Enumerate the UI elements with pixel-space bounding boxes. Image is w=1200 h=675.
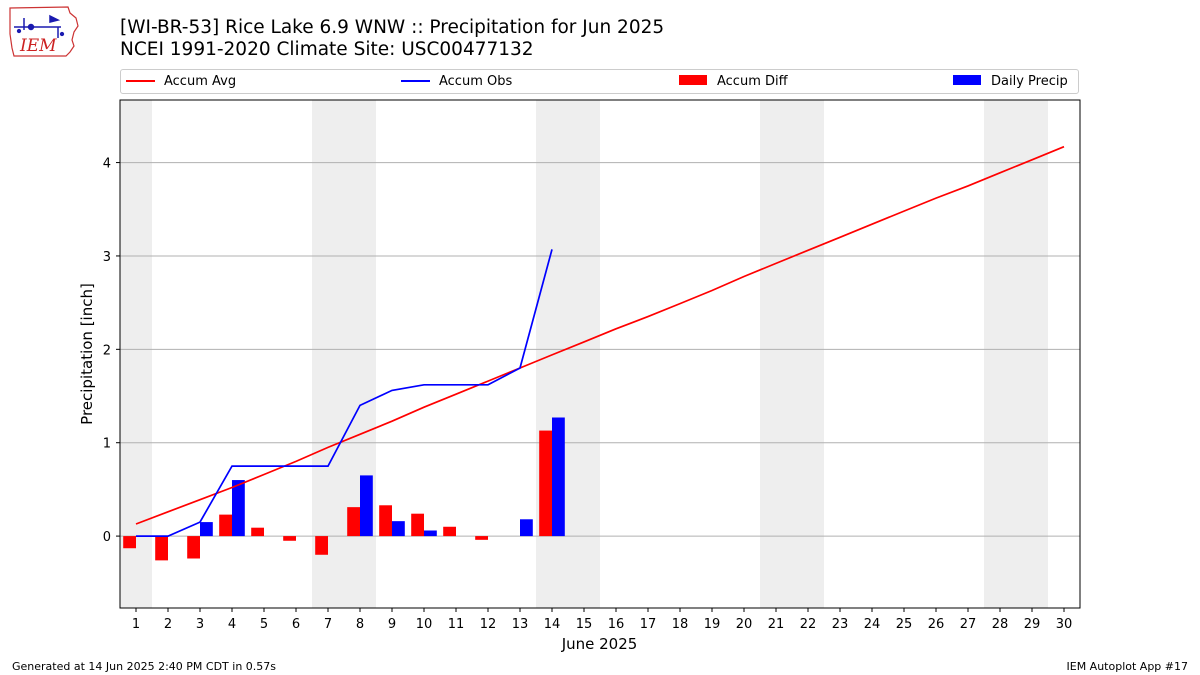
weekend-band xyxy=(312,100,344,608)
x-tick-label: 7 xyxy=(324,617,332,632)
legend-swatch-accum-diff xyxy=(679,75,707,85)
generated-timestamp: Generated at 14 Jun 2025 2:40 PM CDT in … xyxy=(12,660,277,673)
x-tick-label: 20 xyxy=(736,617,753,632)
iem-logo[interactable]: IEM xyxy=(6,4,82,60)
accum-diff-bar xyxy=(251,527,264,537)
x-tick-label: 12 xyxy=(480,617,497,632)
x-tick-label: 18 xyxy=(672,617,689,632)
x-axis-label: June 2025 xyxy=(561,635,638,653)
weekend-band xyxy=(1016,100,1048,608)
x-tick-label: 27 xyxy=(960,617,977,632)
x-tick-label: 2 xyxy=(164,617,172,632)
x-tick-label: 9 xyxy=(388,617,396,632)
accum-diff-bar xyxy=(187,536,200,559)
legend-item-daily-precip: Daily Precip xyxy=(953,74,1068,90)
logo-text: IEM xyxy=(19,36,57,56)
daily-precip-bar xyxy=(392,521,405,537)
legend-item-accum-diff: Accum Diff xyxy=(679,74,788,90)
daily-precip-bar xyxy=(424,530,437,537)
weather-station-icon xyxy=(14,14,65,38)
iowa-outline-icon xyxy=(9,6,79,57)
plot-frame xyxy=(119,99,1081,609)
weekend-band xyxy=(760,100,792,608)
x-tick-label: 24 xyxy=(864,617,881,632)
daily-precip-bar xyxy=(360,475,373,537)
accum-diff-bar xyxy=(347,507,360,537)
chart-title: [WI-BR-53] Rice Lake 6.9 WNW :: Precipit… xyxy=(120,17,665,38)
weekend-band xyxy=(984,100,1016,608)
x-tick-label: 25 xyxy=(896,617,913,632)
accum-diff-bar xyxy=(475,536,488,540)
x-tick-label: 13 xyxy=(512,617,529,632)
x-tick-label: 23 xyxy=(832,617,849,632)
accum-diff-bar xyxy=(411,513,424,537)
weekend-band xyxy=(568,100,600,608)
accum-diff-bar xyxy=(283,536,296,541)
x-tick-label: 16 xyxy=(608,617,625,632)
chart-subtitle: NCEI 1991-2020 Climate Site: USC00477132 xyxy=(120,39,534,60)
x-tick-label: 30 xyxy=(1056,617,1073,632)
legend-label-accum-diff: Accum Diff xyxy=(717,74,788,89)
accum-diff-bar xyxy=(315,536,328,555)
legend-item-accum-obs: Accum Obs xyxy=(401,74,512,90)
weekend-band xyxy=(792,100,824,608)
legend-label-accum-avg: Accum Avg xyxy=(164,74,237,89)
y-axis-ticks: 0 1 2 3 4 xyxy=(103,157,120,545)
x-tick-label: 22 xyxy=(800,617,817,632)
chart-legend: Accum Avg Accum Obs Accum Diff Daily Pre… xyxy=(120,69,1079,94)
y-tick-label: 0 xyxy=(103,530,111,545)
daily-precip-bar xyxy=(520,519,533,537)
x-tick-label: 15 xyxy=(576,617,593,632)
x-tick-label: 29 xyxy=(1024,617,1041,632)
x-tick-label: 11 xyxy=(448,617,465,632)
legend-label-daily-precip: Daily Precip xyxy=(991,74,1068,89)
legend-label-accum-obs: Accum Obs xyxy=(439,74,513,89)
legend-item-accum-avg: Accum Avg xyxy=(126,74,236,90)
accum-avg-line xyxy=(135,145,1065,525)
bars xyxy=(123,417,565,561)
y-tick-label: 1 xyxy=(103,437,111,452)
legend-swatch-daily-precip xyxy=(953,75,981,85)
x-tick-label: 17 xyxy=(640,617,657,632)
accum-diff-bar xyxy=(443,526,456,537)
x-tick-label: 14 xyxy=(544,617,561,632)
y-tick-label: 2 xyxy=(103,343,111,358)
accum-diff-bar xyxy=(155,536,168,561)
x-tick-label: 3 xyxy=(196,617,204,632)
x-tick-label: 28 xyxy=(992,617,1009,632)
x-tick-label: 5 xyxy=(260,617,268,632)
accum-diff-bar xyxy=(123,536,136,549)
x-tick-label: 8 xyxy=(356,617,364,632)
x-tick-label: 10 xyxy=(416,617,433,632)
daily-precip-bar xyxy=(232,480,245,537)
weekend-band xyxy=(120,100,152,608)
daily-precip-bar xyxy=(552,417,565,537)
accum-diff-bar xyxy=(539,430,552,537)
legend-swatch-accum-obs xyxy=(401,79,430,82)
plot-area-border xyxy=(119,99,1081,609)
x-axis-ticks: 1 2 3 4 5 6 7 8 9 10 11 12 13 14 15 16 17 18 19 20 21 22 23 24 2… xyxy=(132,608,1072,632)
accum-obs-line xyxy=(136,249,553,537)
x-tick-label: 4 xyxy=(228,617,236,632)
accum-diff-bar xyxy=(219,514,232,537)
app-credit: IEM Autoplot App #17 xyxy=(1066,660,1189,673)
x-tick-label: 6 xyxy=(292,617,300,632)
x-tick-label: 26 xyxy=(928,617,945,632)
legend-swatch-accum-avg xyxy=(126,79,155,82)
accum-diff-bar xyxy=(379,505,392,537)
x-tick-label: 21 xyxy=(768,617,785,632)
series-lines xyxy=(135,145,1065,537)
y-axis-label: Precipitation [inch] xyxy=(78,283,96,425)
y-tick-label: 4 xyxy=(103,157,111,172)
grid-lines xyxy=(120,162,1080,537)
daily-precip-bar xyxy=(200,522,213,537)
x-tick-label: 1 xyxy=(132,617,140,632)
y-tick-label: 3 xyxy=(103,250,111,265)
x-tick-label: 19 xyxy=(704,617,721,632)
